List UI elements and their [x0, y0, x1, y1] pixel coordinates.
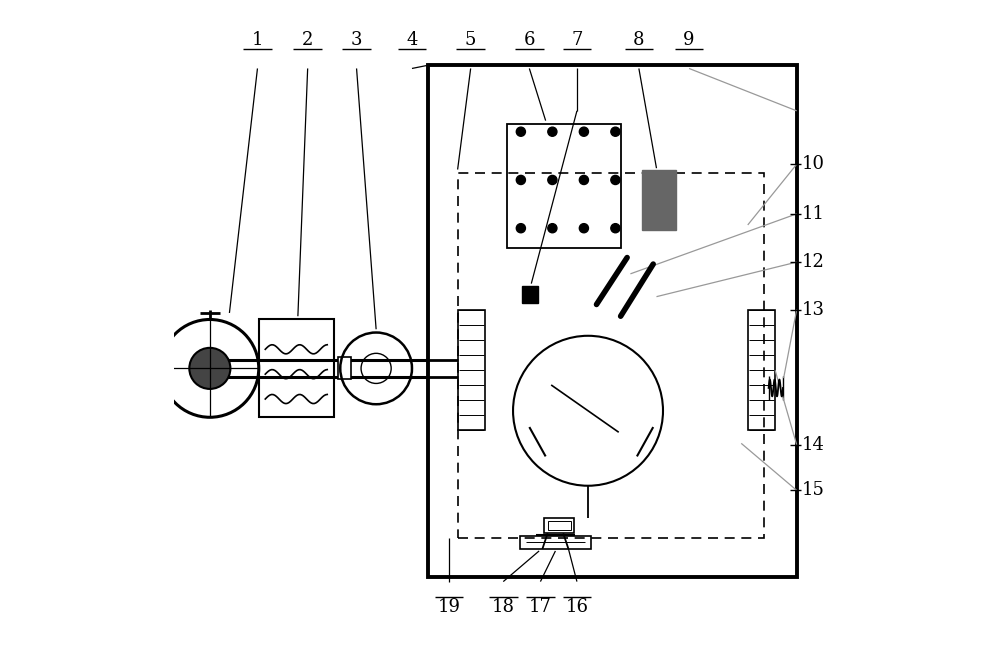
- Text: 1: 1: [252, 31, 263, 49]
- Text: 17: 17: [529, 598, 552, 616]
- Circle shape: [516, 175, 525, 185]
- Circle shape: [579, 175, 588, 185]
- Circle shape: [516, 127, 525, 136]
- Text: 15: 15: [802, 481, 825, 499]
- Circle shape: [579, 127, 588, 136]
- Circle shape: [611, 127, 620, 136]
- Text: 4: 4: [406, 31, 418, 49]
- Circle shape: [189, 348, 230, 389]
- Bar: [428, 65, 797, 577]
- Text: 7: 7: [571, 31, 583, 49]
- Circle shape: [579, 224, 588, 233]
- Bar: [748, 310, 775, 430]
- Circle shape: [548, 175, 557, 185]
- Text: 12: 12: [802, 253, 825, 271]
- Circle shape: [548, 224, 557, 233]
- Bar: [642, 170, 676, 230]
- Bar: [458, 310, 485, 430]
- Bar: [338, 357, 351, 379]
- Bar: [520, 536, 591, 549]
- Text: 9: 9: [683, 31, 695, 49]
- Text: 16: 16: [565, 598, 588, 616]
- Text: 14: 14: [802, 436, 825, 454]
- Bar: [522, 286, 538, 303]
- Bar: [544, 518, 574, 533]
- Text: 3: 3: [351, 31, 362, 49]
- Circle shape: [516, 224, 525, 233]
- Bar: [548, 521, 571, 530]
- Bar: [507, 124, 621, 248]
- Text: 13: 13: [802, 301, 825, 319]
- Circle shape: [611, 175, 620, 185]
- Text: 19: 19: [438, 598, 461, 616]
- Bar: [259, 319, 334, 417]
- Circle shape: [548, 127, 557, 136]
- Text: 5: 5: [465, 31, 476, 49]
- Text: 6: 6: [524, 31, 535, 49]
- Text: 11: 11: [802, 205, 825, 223]
- Circle shape: [611, 224, 620, 233]
- Text: 8: 8: [633, 31, 645, 49]
- Text: 10: 10: [802, 155, 825, 173]
- Text: 2: 2: [302, 31, 313, 49]
- Bar: [458, 173, 764, 538]
- Text: 18: 18: [492, 598, 515, 616]
